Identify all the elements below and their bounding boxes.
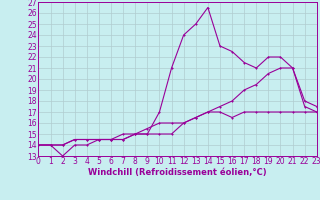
X-axis label: Windchill (Refroidissement éolien,°C): Windchill (Refroidissement éolien,°C) (88, 168, 267, 177)
